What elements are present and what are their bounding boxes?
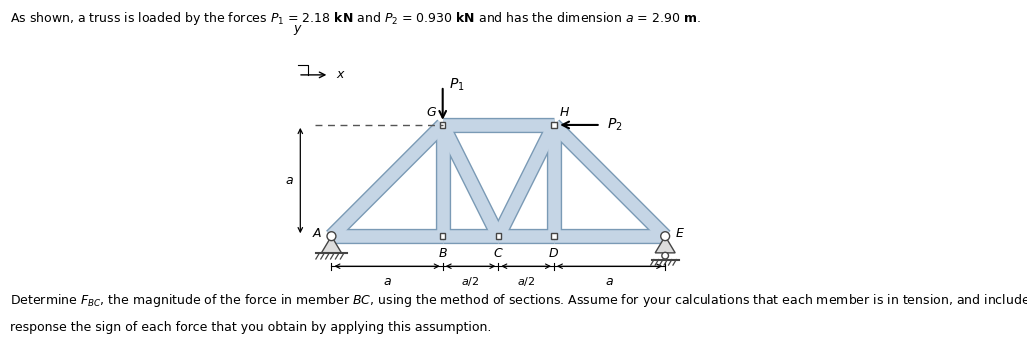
Text: $A$: $A$: [312, 227, 322, 240]
Text: Determine $F_{BC}$, the magnitude of the force in member $BC$, using the method : Determine $F_{BC}$, the magnitude of the…: [10, 292, 1027, 308]
Polygon shape: [321, 236, 341, 253]
Polygon shape: [655, 236, 675, 253]
Bar: [440, 234, 446, 239]
Bar: [496, 234, 501, 239]
Text: $H$: $H$: [560, 106, 571, 119]
Bar: [551, 122, 557, 128]
Text: $a$: $a$: [284, 174, 294, 187]
Circle shape: [660, 232, 670, 240]
Text: $y$: $y$: [293, 23, 303, 37]
Circle shape: [327, 232, 336, 240]
Text: $a$: $a$: [605, 275, 614, 288]
Text: $P_1$: $P_1$: [450, 77, 465, 93]
Text: $D$: $D$: [548, 247, 560, 260]
Text: $E$: $E$: [675, 227, 685, 240]
Circle shape: [661, 252, 669, 259]
Text: As shown, a truss is loaded by the forces $P_1$ = 2.18 $\mathbf{kN}$ and $P_2$ =: As shown, a truss is loaded by the force…: [10, 10, 701, 27]
Text: $a/2$: $a/2$: [517, 275, 535, 288]
Text: $P_2$: $P_2$: [607, 117, 623, 133]
Bar: [440, 122, 446, 128]
Text: $a/2$: $a/2$: [461, 275, 480, 288]
Text: $B$: $B$: [438, 247, 448, 260]
Text: $a$: $a$: [383, 275, 391, 288]
Text: $G$: $G$: [426, 106, 438, 119]
Text: $C$: $C$: [493, 247, 503, 260]
Text: response the sign of each force that you obtain by applying this assumption.: response the sign of each force that you…: [10, 321, 492, 334]
Text: $x$: $x$: [336, 68, 346, 81]
Bar: [551, 234, 557, 239]
